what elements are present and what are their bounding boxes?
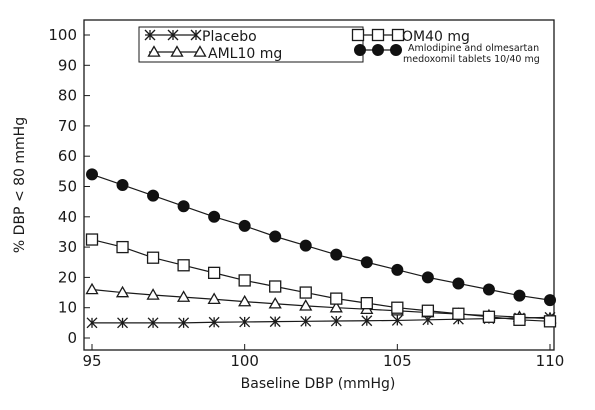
data-point-square xyxy=(543,315,557,328)
legend-om40-symbol xyxy=(351,28,405,42)
x-tick-label: 100 xyxy=(230,352,259,370)
data-point-circle xyxy=(390,44,402,56)
data-point-square xyxy=(360,297,373,310)
data-point-triangle xyxy=(85,282,99,295)
data-point-circle xyxy=(299,239,312,252)
data-point-square xyxy=(85,233,99,246)
data-point-square xyxy=(421,304,435,317)
data-point-triangle xyxy=(329,300,343,313)
legend-combination-label-line1: Amlodipine and olmesartan xyxy=(408,43,539,54)
data-point-triangle xyxy=(299,299,313,311)
data-point-triangle xyxy=(238,294,252,307)
data-point-triangle xyxy=(176,290,191,302)
data-point-circle xyxy=(177,200,190,213)
data-point-square xyxy=(513,313,526,326)
x-tick-label: 95 xyxy=(82,352,101,370)
data-point-triangle xyxy=(207,292,221,304)
data-point-square xyxy=(238,274,251,287)
y-axis: 0 10 20 30 40 50 60 70 80 90 100 xyxy=(48,26,90,347)
x-tick-label: 105 xyxy=(383,352,412,370)
data-point-circle xyxy=(421,271,434,284)
data-point-square xyxy=(391,301,404,314)
x-tick-label: 110 xyxy=(536,352,565,370)
data-point-circle xyxy=(86,168,98,181)
data-point-circle xyxy=(544,294,556,307)
y-tick-label: 40 xyxy=(58,208,77,226)
data-point-square xyxy=(330,292,343,305)
data-point-circle xyxy=(330,248,343,261)
legend: Placebo AML10 mg OM40 mg Amlodipine and … xyxy=(138,26,540,65)
legend-aml10-symbol xyxy=(147,45,207,57)
series-square xyxy=(85,233,557,328)
data-point-triangle xyxy=(193,45,207,57)
data-point-square xyxy=(116,240,129,254)
series-filled-circle xyxy=(86,168,556,307)
y-tick-label: 10 xyxy=(58,299,77,317)
data-point-circle xyxy=(482,283,495,296)
y-tick-label: 50 xyxy=(58,178,77,196)
y-tick-label: 0 xyxy=(67,329,77,347)
plot-frame xyxy=(83,19,555,351)
legend-aml10-label: AML10 mg xyxy=(208,46,282,62)
data-point-circle xyxy=(269,230,282,243)
data-point-triangle xyxy=(146,288,160,300)
data-point-circle xyxy=(513,289,526,302)
legend-combination-label-line2: medoxomil tablets 10/40 mg xyxy=(403,54,540,65)
data-point-circle xyxy=(452,277,465,290)
data-point-circle xyxy=(116,178,129,191)
data-point-square xyxy=(371,28,385,42)
data-point-triangle xyxy=(115,285,130,298)
y-tick-label: 100 xyxy=(48,26,77,44)
data-point-square xyxy=(299,286,312,299)
x-axis: 95 100 105 110 xyxy=(82,344,564,370)
series-line xyxy=(91,238,551,322)
data-point-square xyxy=(207,266,221,280)
data-point-square xyxy=(146,251,160,264)
data-point-square xyxy=(177,259,190,272)
data-point-circle xyxy=(354,44,366,56)
data-point-triangle xyxy=(268,296,282,309)
data-point-circle xyxy=(147,189,160,202)
data-point-square xyxy=(482,310,496,323)
data-point-circle xyxy=(360,256,373,269)
legend-combination-symbol xyxy=(354,44,402,56)
data-point-square xyxy=(269,280,282,293)
legend-placebo-label: Placebo xyxy=(202,29,257,45)
y-tick-label: 90 xyxy=(58,56,77,74)
data-point-square xyxy=(351,28,365,42)
data-point-square xyxy=(452,307,465,320)
series-layer xyxy=(85,168,557,329)
y-tick-label: 80 xyxy=(58,87,77,105)
data-point-circle xyxy=(372,44,384,56)
data-point-circle xyxy=(208,210,221,223)
legend-placebo-symbol xyxy=(144,29,202,41)
y-tick-label: 20 xyxy=(58,268,77,286)
data-point-triangle xyxy=(147,45,161,57)
y-axis-title: % DBP < 80 mmHg xyxy=(12,117,28,253)
y-tick-label: 30 xyxy=(58,238,77,256)
data-point-circle xyxy=(391,263,404,276)
y-tick-label: 70 xyxy=(58,117,77,135)
data-point-square xyxy=(391,28,405,42)
data-point-circle xyxy=(238,219,251,232)
legend-om40-label: OM40 mg xyxy=(402,29,470,45)
series-line xyxy=(92,316,551,324)
data-point-triangle xyxy=(170,45,184,57)
series-line xyxy=(91,173,551,301)
y-tick-label: 60 xyxy=(58,147,77,165)
x-axis-title: Baseline DBP (mmHg) xyxy=(241,376,396,392)
